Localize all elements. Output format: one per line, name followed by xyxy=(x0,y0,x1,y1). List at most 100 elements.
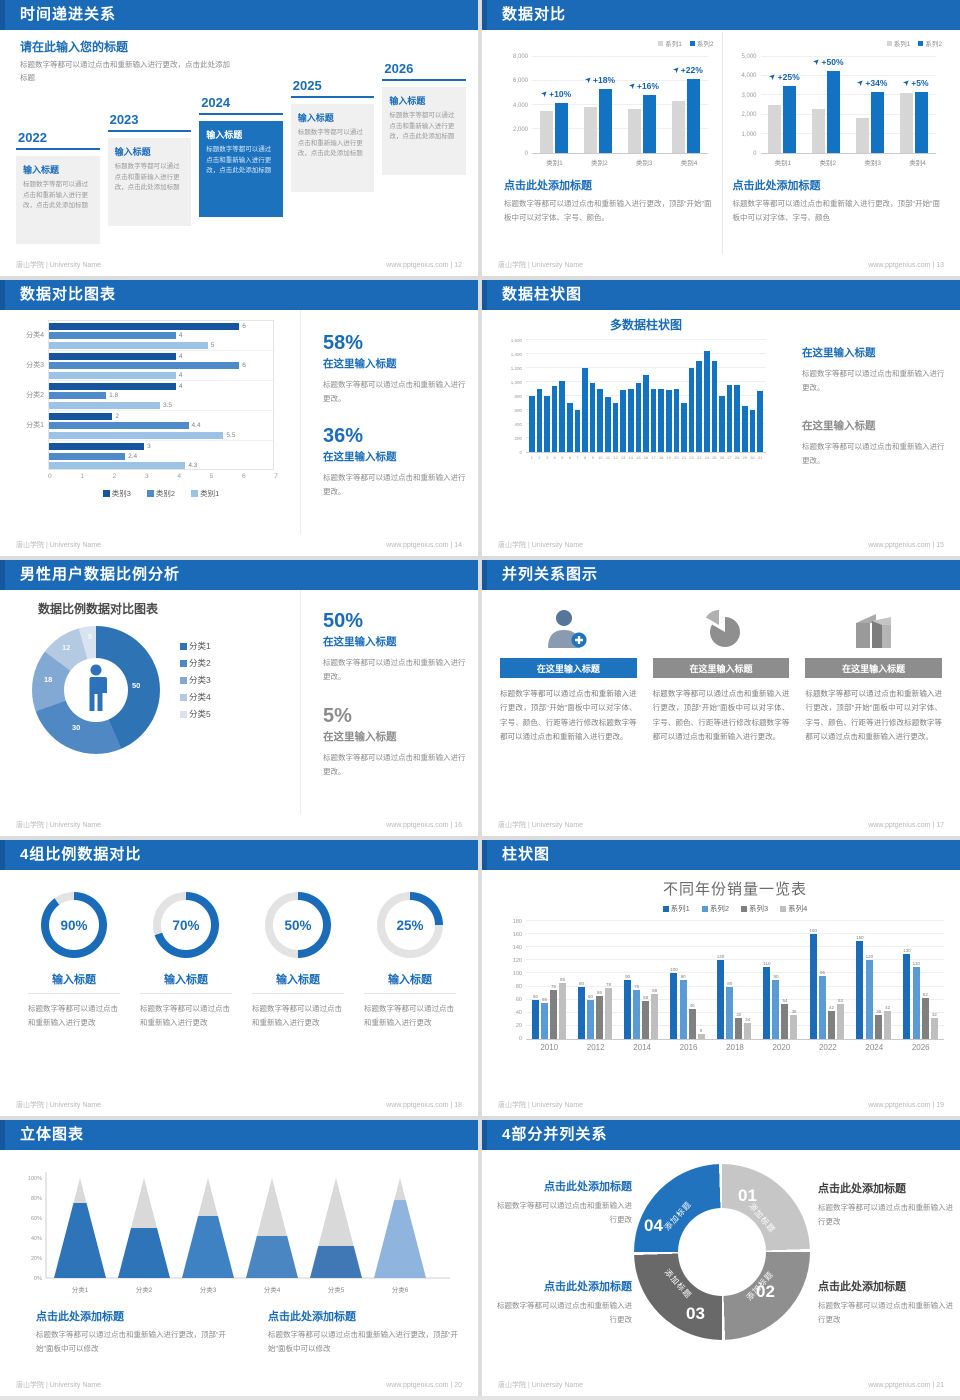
bar-value: 80 xyxy=(727,980,733,986)
card-body: 标题数字等都可以通过点击和重新输入进行更改，点击此处添加标题 xyxy=(297,129,363,158)
bar-group: 90 75 58 68 xyxy=(624,974,659,1039)
ring-column: 25% 输入标题 标题数字等都可以通过点击和重新输入进行更改 xyxy=(364,892,456,1030)
bar-group: 3 2.4 4.3 xyxy=(49,441,273,471)
legend-label: 分类5 xyxy=(189,709,211,719)
grouped-column-chart: 不同年份销量一览表 系列1 系列2 系列3 系列4 180 160 140 120 100 80 60… xyxy=(482,870,960,1052)
bar xyxy=(650,389,657,452)
bar xyxy=(673,389,680,452)
increase-value: +50% xyxy=(821,57,844,68)
x-tick-label: 22 xyxy=(689,455,694,460)
card-title: 输入标题 xyxy=(297,113,334,123)
bar xyxy=(643,375,649,452)
y-tick-label: 4,000 xyxy=(512,102,528,109)
bar xyxy=(865,960,873,1039)
slide-title: 立体图表 xyxy=(20,1126,85,1143)
bar-wrapper: 8 xyxy=(697,1028,705,1039)
bar-value: 54 xyxy=(782,997,788,1003)
gridline xyxy=(526,998,944,1000)
legend-label: 分类4 xyxy=(189,692,211,702)
y-axis-labels: 8,000 6,000 4,000 2,000 0 xyxy=(504,54,528,157)
legend-swatch xyxy=(886,40,892,46)
ring-hole xyxy=(385,900,435,950)
x-tick-label: 9 xyxy=(591,455,594,460)
timeline-divider xyxy=(107,130,192,132)
bar xyxy=(574,410,581,452)
svg-text:分类1: 分类1 xyxy=(72,1285,89,1294)
x-tick-label: 7 xyxy=(576,455,579,460)
legend-item: 系列1 xyxy=(886,38,910,48)
bar-row: 4 xyxy=(49,382,273,390)
stat-block: 50% 在这里输入标题 标题数字等都可以通过点击和重新输入进行更改。 xyxy=(323,610,470,683)
bar xyxy=(49,371,176,379)
timeline-card: 输入标题 标题数字等都可以通过点击和重新输入进行更改，点击此处添加标题 xyxy=(382,87,466,175)
footer-site-page: www.pptgenius.com | 14 xyxy=(386,541,462,549)
bar-wrapper: 120 xyxy=(865,954,873,1039)
legend-swatch xyxy=(701,905,708,912)
series2-bar xyxy=(686,78,700,153)
bar xyxy=(697,1033,705,1039)
bar xyxy=(49,462,186,469)
card-title: 输入标题 xyxy=(114,147,151,157)
bar xyxy=(49,431,224,439)
bar-value: 80 xyxy=(579,980,585,986)
svg-text:20%: 20% xyxy=(31,1256,42,1262)
bar xyxy=(790,1015,798,1039)
gridline xyxy=(526,353,766,354)
x-tick-label: 3 xyxy=(144,473,149,480)
slide-title-bar: 数据柱状图 xyxy=(482,280,960,310)
bar xyxy=(658,389,664,452)
bar xyxy=(711,361,718,452)
column-body: 标题数字等都可以通过点击和重新输入进行更改，顶部“开始”面板中可以对字体、字号、… xyxy=(652,689,790,741)
legend-item: 分类4 xyxy=(180,691,211,703)
x-tick-label: 6 xyxy=(241,473,246,480)
bar xyxy=(597,389,604,452)
bar-wrapper: 80 xyxy=(726,980,734,1039)
stat-body: 标题数字等都可以通过点击和重新输入进行更改。 xyxy=(323,658,466,681)
y-tick-label: 600 xyxy=(514,408,522,413)
series2-bar xyxy=(827,71,841,153)
increase-value: +16% xyxy=(636,81,659,92)
chart-title: 多数据柱状图 xyxy=(609,318,682,332)
bar-value: 75 xyxy=(551,983,557,989)
legend-swatch xyxy=(146,490,154,497)
bar-wrapper: 36 xyxy=(790,1009,798,1039)
x-tick-label: 20 xyxy=(674,455,679,460)
bar-group: 4 6 4 xyxy=(49,351,273,381)
series1-bar xyxy=(900,93,914,153)
bar xyxy=(819,976,827,1039)
bar-value: 4 xyxy=(178,382,183,390)
slide-ratio-rings: 4组比例数据对比 90% 输入标题 标题数字等都可以通过点击和重新输入进行更改 70%… xyxy=(0,840,478,1116)
bar xyxy=(837,1004,845,1039)
svg-text:分类5: 分类5 xyxy=(328,1285,345,1294)
legend-item: 分类3 xyxy=(180,674,211,686)
x-tick-label: 10 xyxy=(598,455,603,460)
bar-wrapper: 55 xyxy=(541,997,549,1039)
group-label: 分类1 xyxy=(26,422,44,429)
timeline-item: 2025 输入标题 标题数字等都可以通过点击和重新输入进行更改，点击此处添加标题 xyxy=(290,78,375,192)
bar xyxy=(635,382,642,452)
x-tick-label: 8 xyxy=(583,455,587,460)
timeline-year: 2022 xyxy=(18,130,47,145)
parallel-columns: 在这里输入标题 标题数字等都可以通过点击和重新输入进行更改，顶部“开始”面板中可以… xyxy=(482,590,960,744)
slide-body: 在这里输入标题 标题数字等都可以通过点击和重新输入进行更改，顶部“开始”面板中可以… xyxy=(482,590,960,814)
slide-footer: 唐山学院 | University Name www.pptgenius.com … xyxy=(0,534,478,556)
legend-item: 类别1 xyxy=(191,488,219,499)
caption-block: 点击此处添加标题 标题数字等都可以通过点击和重新输入进行更改 xyxy=(818,1180,960,1228)
gridline xyxy=(760,132,936,134)
gridline xyxy=(526,1024,944,1026)
slice-value: 12 xyxy=(62,643,71,652)
card-body: 标题数字等都可以通过点击和重新输入进行更改，点击此处添加标题 xyxy=(23,181,88,210)
bar xyxy=(605,987,613,1039)
footer-brand: 唐山学院 | University Name xyxy=(498,1382,584,1389)
bar xyxy=(726,986,734,1039)
x-tick-label: 27 xyxy=(727,455,732,460)
slide-title-bar: 男性用户数据比例分析 xyxy=(0,560,478,590)
slide-title-bar: 数据对比 xyxy=(482,0,960,30)
bar-groups: ➤ +25% ➤ +50% ➤ +34% ➤ +5% xyxy=(761,57,937,153)
slide-body: 系列1 系列2 8,000 6,000 4,000 2,000 0 ➤ +10% ➤ +18% ➤ +1… xyxy=(482,30,960,254)
timeline-year: 2023 xyxy=(109,112,139,127)
legend-item: 系列2 xyxy=(689,38,714,48)
svg-text:分类6: 分类6 xyxy=(392,1285,409,1294)
bar-group: ➤ +34% xyxy=(852,77,888,153)
bar xyxy=(875,1015,883,1039)
